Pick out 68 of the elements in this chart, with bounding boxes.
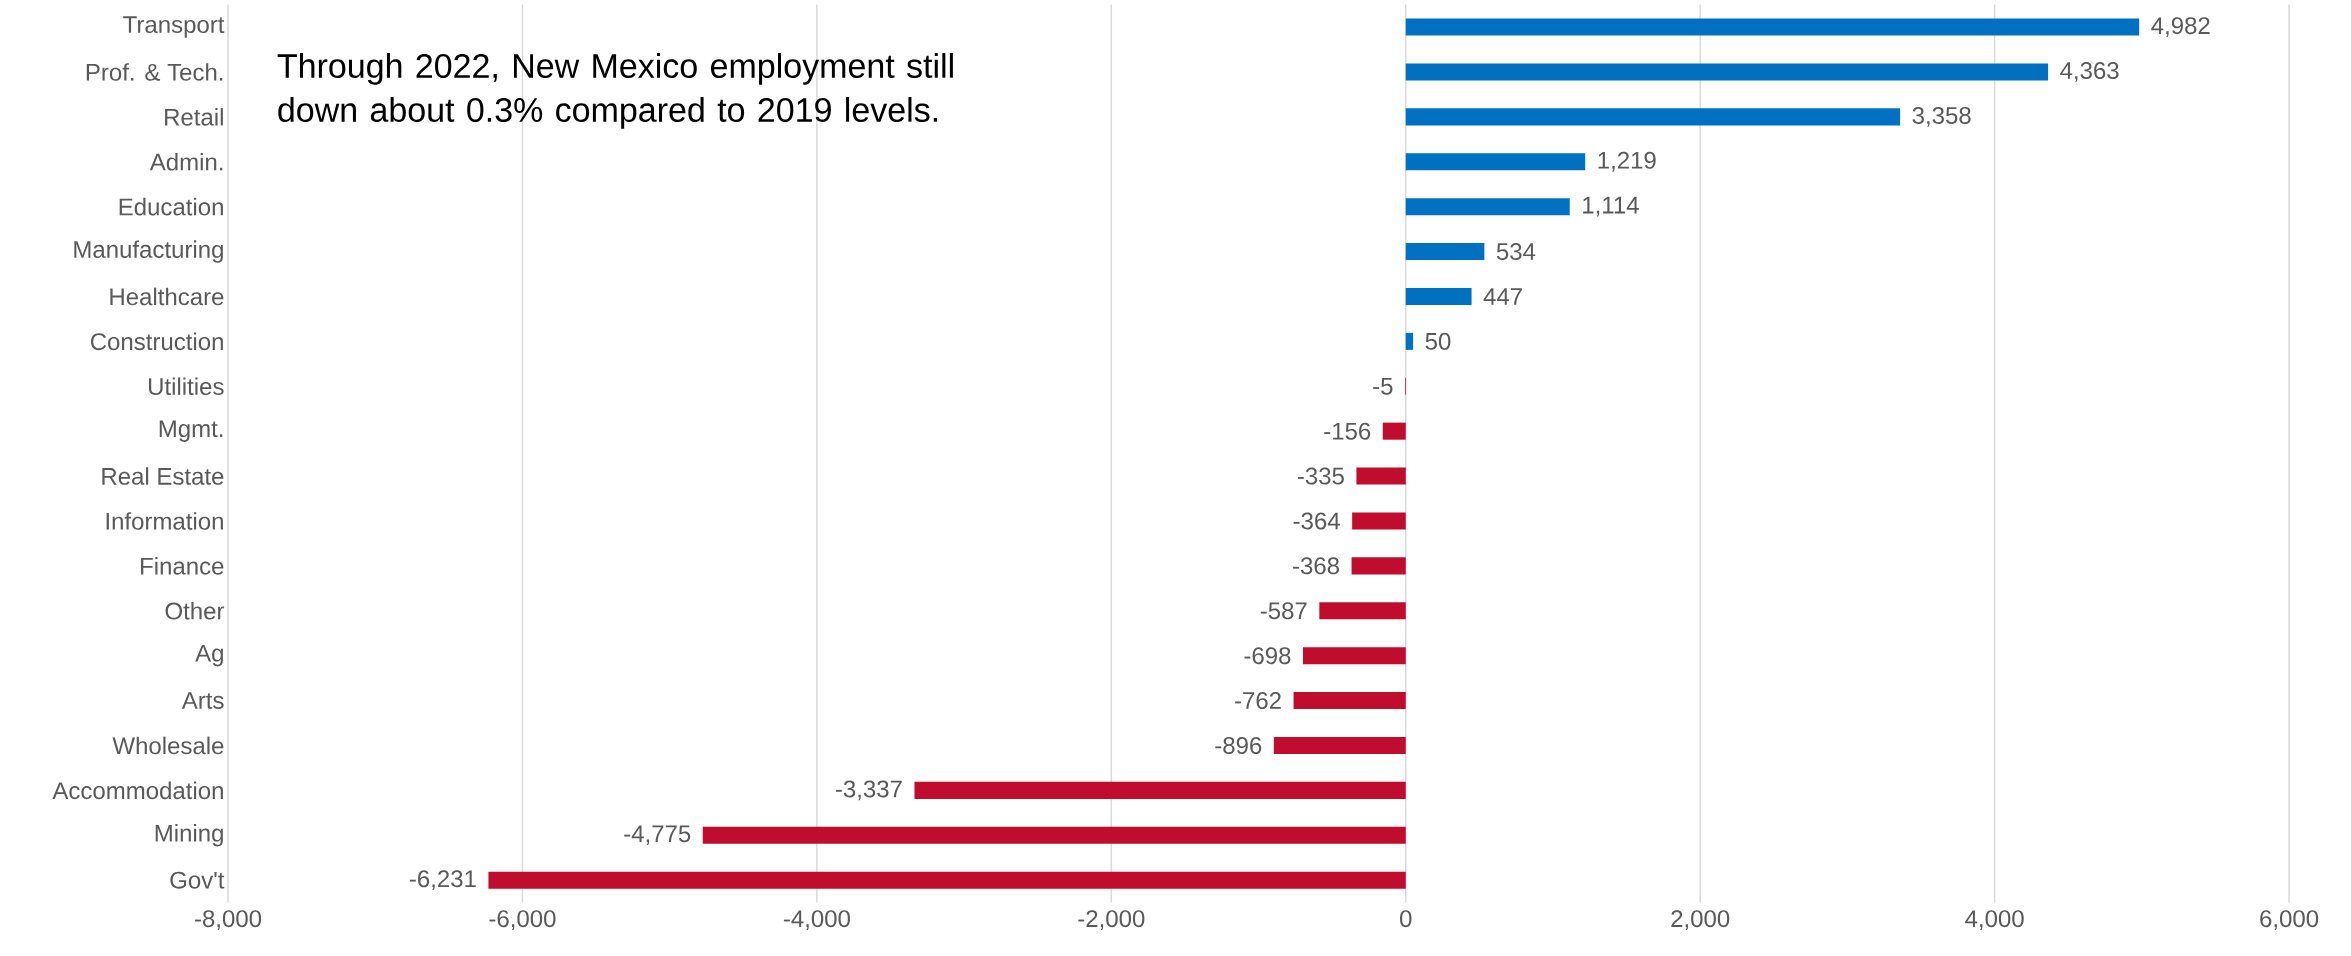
y-tick-label: Mgmt. (159, 420, 223, 442)
y-tick-label: Construction (90, 332, 223, 351)
bar (1319, 602, 1406, 620)
y-tick-label: Education (119, 197, 223, 216)
y-tick-label: Admin. (149, 152, 223, 171)
data-label: -3,337 (835, 780, 902, 801)
bar (1405, 108, 1901, 126)
data-label: 4,363 (2060, 62, 2119, 82)
bar (1405, 287, 1472, 305)
bar (702, 826, 1406, 844)
y-tick-label: Manufacturing (74, 240, 223, 263)
y-tick-label: Transport (123, 16, 225, 38)
y-tick-label: Wholesale (112, 736, 224, 755)
bar (1356, 467, 1406, 485)
data-label: -364 (1293, 512, 1340, 530)
y-tick-label: Other (165, 601, 225, 620)
bar (1351, 557, 1406, 575)
x-tick-label: 6,000 (2260, 910, 2319, 930)
x-tick-label: -2,000 (1078, 910, 1145, 930)
data-label: 447 (1483, 288, 1522, 305)
data-label: -587 (1260, 602, 1307, 620)
y-tick-label: Gov't (170, 871, 225, 889)
bar (1405, 243, 1485, 261)
data-label: -335 (1297, 467, 1344, 485)
bar (1405, 153, 1586, 171)
bar (1405, 198, 1570, 216)
data-label: 4,982 (2151, 17, 2210, 37)
x-tick-label: -4,000 (783, 910, 850, 930)
bar (1293, 692, 1406, 710)
y-tick-label: Mining (155, 824, 223, 847)
data-label: 3,358 (1912, 106, 1971, 127)
bar (1382, 422, 1406, 440)
y-tick-label: Real Estate (102, 467, 224, 485)
y-tick-label: Prof. & Tech. (86, 63, 223, 81)
data-label: 50 (1425, 332, 1451, 350)
y-tick-label: Finance (141, 557, 224, 575)
x-tick-label: 2,000 (1671, 910, 1730, 930)
bar (1405, 18, 2140, 36)
data-label: -4,775 (624, 825, 691, 846)
data-label: -698 (1244, 647, 1291, 665)
bar (914, 781, 1406, 799)
bar (488, 871, 1406, 889)
data-label: -368 (1293, 557, 1339, 575)
bar (1405, 63, 2049, 81)
x-tick-label: 4,000 (1965, 910, 2024, 930)
x-tick-label: -8,000 (195, 910, 262, 930)
y-tick-label: Ag (195, 644, 223, 667)
data-label: -762 (1235, 692, 1281, 710)
x-tick-label: -6,000 (489, 910, 556, 930)
data-label: -896 (1215, 736, 1262, 754)
data-label: -5 (1373, 377, 1393, 395)
data-label: -6,231 (409, 870, 476, 891)
data-label: 534 (1496, 243, 1536, 261)
data-label: 1,219 (1598, 151, 1656, 172)
y-tick-label: Accommodation (52, 781, 223, 800)
annotation: Through 2022, New Mexico employment still down about 0.3% compared to 2019 levels. (277, 53, 953, 129)
y-tick-label: Information (106, 512, 223, 530)
y-tick-label: Retail (165, 108, 223, 126)
data-label: 1,114 (1583, 196, 1639, 217)
bar (1302, 647, 1406, 665)
x-tick-label: 0 (1400, 910, 1412, 928)
bar (1273, 736, 1406, 754)
y-tick-label: Healthcare (110, 287, 224, 306)
bar (1405, 332, 1414, 350)
y-tick-label: Utilities (148, 377, 224, 396)
bar (1352, 512, 1406, 530)
data-label: -156 (1324, 422, 1371, 440)
y-tick-label: Arts (181, 692, 224, 709)
